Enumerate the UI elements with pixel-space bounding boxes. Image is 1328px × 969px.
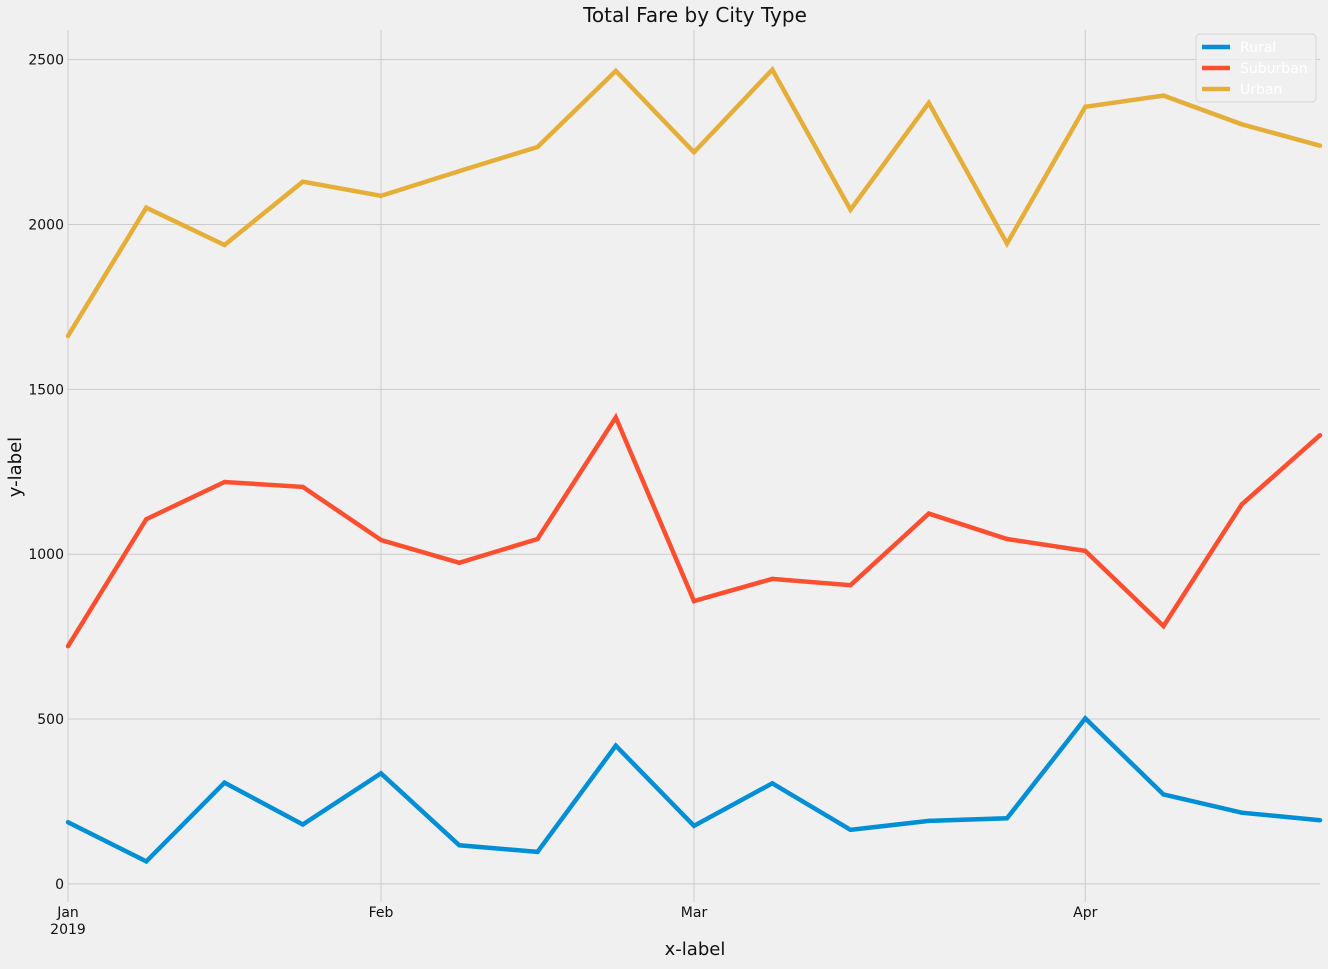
data-point-suburban <box>1004 536 1010 542</box>
data-point-urban <box>926 100 931 106</box>
data-point-suburban <box>848 583 853 588</box>
data-point-urban <box>848 207 853 212</box>
data-point-suburban <box>691 598 697 604</box>
data-point-rural <box>378 771 384 776</box>
grid-layer <box>67 30 1320 902</box>
data-point-suburban <box>300 484 305 490</box>
data-point-rural <box>300 822 305 827</box>
data-point-urban <box>378 193 384 198</box>
x-tick-label: Mar <box>681 905 708 921</box>
data-point-suburban <box>378 537 384 543</box>
data-point-rural <box>1239 810 1245 815</box>
data-point-rural <box>1004 816 1010 821</box>
data-point-urban <box>65 333 71 339</box>
legend-label-suburban: Suburban <box>1240 61 1308 77</box>
data-point-suburban <box>926 511 931 516</box>
data-point-rural <box>848 827 853 832</box>
x-tick-label: Apr <box>1073 905 1097 921</box>
data-point-rural <box>1161 792 1166 797</box>
legend-label-urban: Urban <box>1240 82 1282 98</box>
data-point-urban <box>1004 241 1010 246</box>
data-point-urban <box>1083 104 1088 110</box>
data-point-rural <box>535 849 540 855</box>
series-layer <box>65 65 1323 865</box>
y-tick-label: 2500 <box>28 53 64 69</box>
y-tick-label: 0 <box>55 877 64 893</box>
legend: Rural Suburban Urban <box>1195 33 1317 103</box>
data-point-rural <box>1317 818 1323 823</box>
y-tick-label: 1000 <box>28 547 64 563</box>
data-point-urban <box>1317 143 1323 148</box>
data-point-suburban <box>1239 502 1245 507</box>
data-point-urban <box>144 205 149 210</box>
data-point-suburban <box>770 576 775 582</box>
legend-box <box>1195 33 1317 103</box>
data-point-suburban <box>457 560 462 565</box>
data-point-suburban <box>222 479 227 485</box>
data-point-suburban <box>535 536 540 542</box>
data-point-urban <box>613 68 618 74</box>
data-point-rural <box>144 859 149 864</box>
data-point-rural <box>926 818 931 824</box>
x-tick-label: Feb <box>369 905 394 921</box>
data-point-rural <box>1083 716 1088 721</box>
y-tick-label: 1500 <box>28 382 64 398</box>
chart-title: Total Fare by City Type <box>582 3 807 27</box>
data-point-rural <box>613 743 618 748</box>
legend-label-rural: Rural <box>1240 40 1276 56</box>
data-point-rural <box>65 820 71 825</box>
x-axis-label: x-label <box>665 939 726 960</box>
data-point-suburban <box>65 644 71 649</box>
data-point-suburban <box>1083 548 1088 554</box>
data-point-urban <box>770 67 775 72</box>
data-point-urban <box>691 150 697 155</box>
y-axis-label: y-label <box>5 437 26 497</box>
data-point-urban <box>1239 122 1245 127</box>
x-tick-label: Jan <box>56 905 79 921</box>
data-point-urban <box>1161 93 1166 98</box>
data-point-rural <box>457 843 462 848</box>
data-point-rural <box>691 823 697 828</box>
data-point-suburban <box>144 517 149 522</box>
y-tick-label: 2000 <box>28 218 64 234</box>
data-point-urban <box>222 242 227 248</box>
data-point-rural <box>222 780 227 785</box>
data-point-suburban <box>1317 433 1323 438</box>
data-point-urban <box>300 179 305 184</box>
data-point-rural <box>770 781 775 786</box>
data-point-suburban <box>1161 623 1166 629</box>
x-tick-sublabel: 2019 <box>50 922 86 938</box>
data-point-urban <box>457 168 462 174</box>
y-tick-label: 500 <box>37 712 64 728</box>
data-point-suburban <box>613 415 618 420</box>
data-point-urban <box>535 144 540 150</box>
